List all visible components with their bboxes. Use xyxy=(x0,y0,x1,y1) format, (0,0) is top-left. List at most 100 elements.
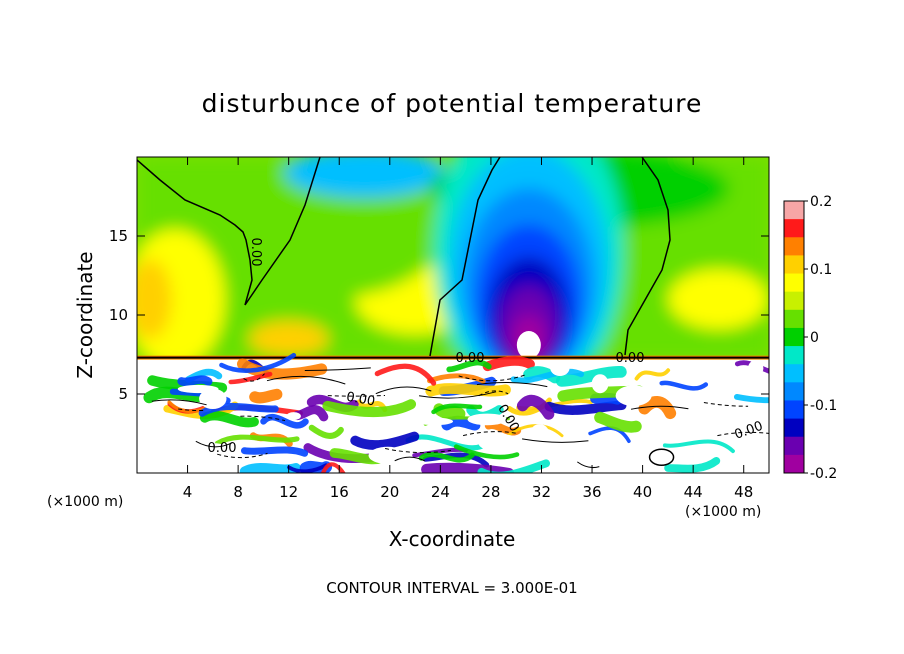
turbulent-streak xyxy=(374,363,437,386)
turbulent-streak xyxy=(199,410,259,428)
contour-line-lower xyxy=(703,402,749,407)
contour-line-lower xyxy=(394,456,426,462)
colorbar-swatch xyxy=(784,454,804,474)
contour-line-lower xyxy=(375,386,432,395)
turbulent-streak xyxy=(431,403,483,415)
turbulent-streak xyxy=(322,399,417,417)
turbulent-gap xyxy=(192,443,233,462)
turbulent-streak xyxy=(634,368,671,381)
colorbar-swatch xyxy=(784,346,804,365)
contour-loop xyxy=(648,448,675,466)
turbulent-streak xyxy=(219,352,297,373)
zero-contour-left xyxy=(137,157,321,306)
x-unit-right: (×1000 m) xyxy=(685,504,761,520)
contour-line-lower xyxy=(577,461,600,469)
upper-field xyxy=(137,157,769,402)
turbulent-streak xyxy=(516,394,555,420)
contour-line-lower xyxy=(630,405,689,410)
x-tick-label: 12 xyxy=(279,483,298,501)
turbulent-gap xyxy=(478,434,523,452)
contour-line-lower xyxy=(243,373,265,382)
contour-line-lower xyxy=(195,440,233,448)
colorbar-tick-label: -0.1 xyxy=(810,398,837,414)
turbulent-gap xyxy=(286,412,301,421)
turbulent-streak xyxy=(662,439,735,454)
contour-line-lower xyxy=(476,382,548,388)
colorbar-tick-label: 0.2 xyxy=(810,194,832,210)
contour-line-lower xyxy=(266,375,346,385)
x-tick-label: 4 xyxy=(183,483,193,501)
contour-line-lower xyxy=(240,415,286,422)
contour-label: 0.00 xyxy=(345,390,376,410)
turbulent-gap xyxy=(575,446,601,464)
x-tick-label: 36 xyxy=(582,483,601,501)
chart-title: disturbunce of potential temperature xyxy=(202,89,703,118)
x-tick-label: 32 xyxy=(532,483,551,501)
turbulent-gap xyxy=(748,360,764,377)
y-axis-ticks: 5 10 15 xyxy=(109,227,769,403)
turbulent-gap xyxy=(550,360,570,376)
turbulent-streak xyxy=(241,446,309,457)
contour-interval: CONTOUR INTERVAL = 3.000E-01 xyxy=(326,579,577,597)
x-axis-label: X-coordinate xyxy=(389,527,516,551)
turbulent-streak xyxy=(418,451,475,463)
turbulent-streak xyxy=(594,411,642,433)
colorbar-swatch xyxy=(784,364,804,383)
warm-region-right xyxy=(668,269,769,330)
contour-line-lower xyxy=(327,395,386,397)
contour-line-lower xyxy=(151,399,207,406)
contour-label: 0.00 xyxy=(208,441,237,456)
x-tick-label: 28 xyxy=(481,483,500,501)
turbulent-gap xyxy=(615,385,652,407)
contour-line-lower xyxy=(419,391,497,399)
x-tick-label: 20 xyxy=(380,483,399,501)
turbulent-gap xyxy=(530,424,550,443)
turbulent-streak xyxy=(590,393,623,405)
x-tick-label: 8 xyxy=(233,483,243,501)
colorbar-tick-label: 0 xyxy=(810,330,819,346)
contour-line-lower xyxy=(522,438,589,443)
turbulent-streak xyxy=(555,366,627,387)
warm-core-left xyxy=(137,259,172,340)
colorbar-swatch xyxy=(784,273,804,293)
colorbar-swatch xyxy=(784,255,804,275)
colorbar-swatch xyxy=(784,291,804,311)
turbulent-streak xyxy=(510,368,585,384)
turbulent-streak xyxy=(228,371,273,385)
contour-lines: 0.000.00 0.000.000.000.000.00 xyxy=(137,157,769,469)
x-axis-ticks: 4 8 12 16 20 24 28 32 36 40 44 48 xyxy=(183,157,753,501)
x-tick-label: 44 xyxy=(684,483,703,501)
y-tick-label: 10 xyxy=(109,306,128,324)
colorbar-swatch xyxy=(784,327,804,347)
turbulent-gap xyxy=(467,413,507,426)
y-axis-label: Z-coordinate xyxy=(73,251,97,378)
contour-line-lower xyxy=(717,431,769,437)
turbulent-streak xyxy=(453,444,520,460)
colorbar-tick-label: 0.1 xyxy=(810,262,832,278)
turbulent-streak xyxy=(446,359,492,373)
turbulent-streak xyxy=(214,434,300,446)
turbulent-streak xyxy=(308,424,344,439)
turbulent-gap xyxy=(199,388,227,409)
turbulent-streak xyxy=(544,400,627,415)
cool-region-top xyxy=(284,157,445,198)
turbulent-streak xyxy=(482,356,535,372)
turbulent-streak xyxy=(422,452,490,468)
turbulent-streak xyxy=(733,393,769,404)
plot-area: 0.000.00 0.000.000.000.000.00 xyxy=(137,157,769,473)
contour-label: 0.00 xyxy=(456,351,485,366)
turbulent-streak xyxy=(433,403,466,420)
warm-region-low xyxy=(248,320,329,357)
turbulent-streak xyxy=(588,426,631,443)
turbulent-streak xyxy=(198,402,279,417)
colorbar-swatch xyxy=(784,219,804,238)
x-tick-label: 48 xyxy=(734,483,753,501)
x-unit-left: (×1000 m) xyxy=(47,494,123,510)
turbulent-streak xyxy=(177,375,213,387)
contour-line-lower xyxy=(304,367,371,371)
y-tick-label: 15 xyxy=(109,227,128,245)
turbulent-gap xyxy=(416,417,454,426)
turbulent-gap xyxy=(591,374,609,394)
turbulent-streak xyxy=(659,380,709,391)
